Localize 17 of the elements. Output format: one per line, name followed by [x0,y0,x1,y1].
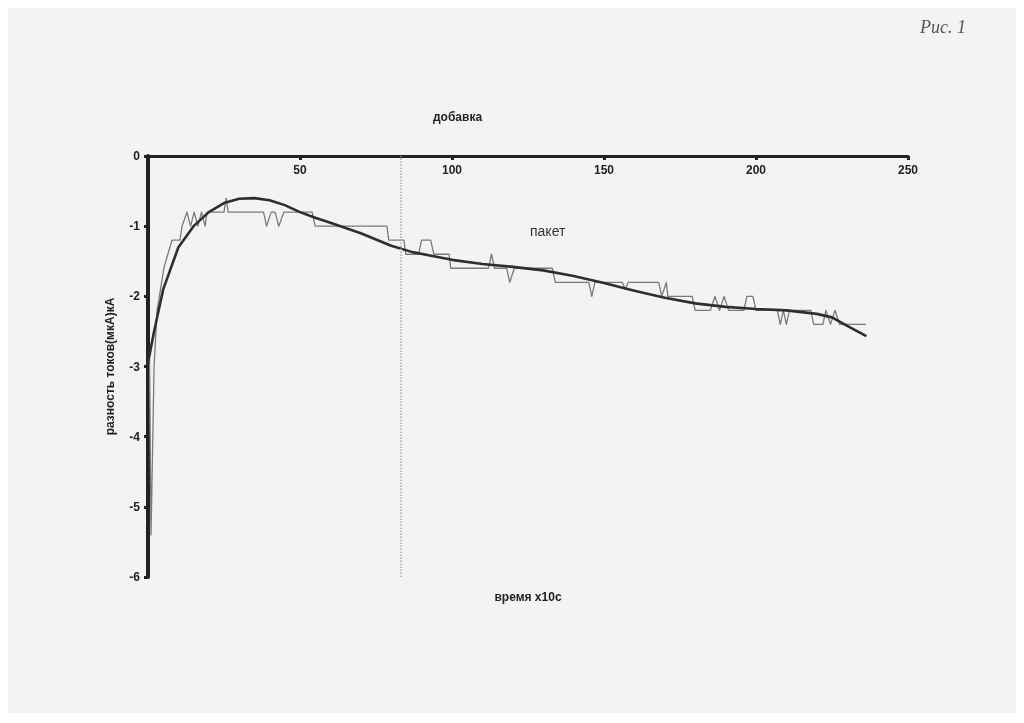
y-tick-label: -3 [129,359,141,374]
x-tick-label: 50 [293,163,307,177]
annotation: пакет [530,223,566,239]
y-tick-label: -1 [129,219,141,234]
y-tick-label: -4 [129,429,141,444]
y-tick-label: -5 [129,499,141,514]
y-tick-label: 0 [133,149,141,163]
x-tick-label: 150 [593,163,615,177]
y-tick-label: -6 [129,570,141,584]
y-tick-label: -2 [129,289,141,304]
y-axis-title: разность токов(мкА)кА [103,297,117,436]
x-axis-title: время x10с [494,590,562,604]
x-tick-label: 250 [897,163,919,177]
x-tick-label: 100 [441,163,463,177]
text: Рис. 1 [919,17,966,37]
x-tick-label: 200 [745,163,767,177]
chart-title: добавка [433,110,483,124]
